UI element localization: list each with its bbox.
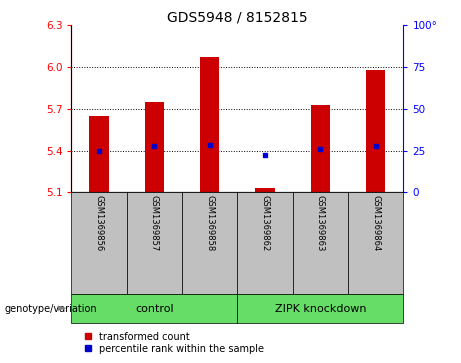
Bar bbox=[127, 192, 182, 294]
Bar bbox=[71, 192, 127, 294]
Bar bbox=[182, 192, 237, 294]
Text: ZIPK knockdown: ZIPK knockdown bbox=[275, 303, 366, 314]
Bar bbox=[71, 294, 237, 323]
Bar bbox=[89, 116, 109, 192]
Text: control: control bbox=[135, 303, 174, 314]
Bar bbox=[366, 70, 385, 192]
Title: GDS5948 / 8152815: GDS5948 / 8152815 bbox=[167, 10, 308, 24]
Text: GSM1369863: GSM1369863 bbox=[316, 195, 325, 252]
Legend: transformed count, percentile rank within the sample: transformed count, percentile rank withi… bbox=[85, 331, 264, 354]
Bar bbox=[237, 192, 293, 294]
Bar bbox=[255, 188, 275, 192]
Text: GSM1369864: GSM1369864 bbox=[371, 195, 380, 252]
Text: ►: ► bbox=[59, 303, 67, 314]
Text: GSM1369858: GSM1369858 bbox=[205, 195, 214, 252]
Text: GSM1369862: GSM1369862 bbox=[260, 195, 270, 252]
Bar bbox=[348, 192, 403, 294]
Bar bbox=[293, 192, 348, 294]
Bar bbox=[237, 294, 403, 323]
Bar bbox=[311, 105, 330, 192]
Bar bbox=[200, 57, 219, 192]
Text: genotype/variation: genotype/variation bbox=[5, 303, 97, 314]
Bar bbox=[145, 102, 164, 192]
Text: GSM1369857: GSM1369857 bbox=[150, 195, 159, 252]
Text: GSM1369856: GSM1369856 bbox=[95, 195, 104, 252]
